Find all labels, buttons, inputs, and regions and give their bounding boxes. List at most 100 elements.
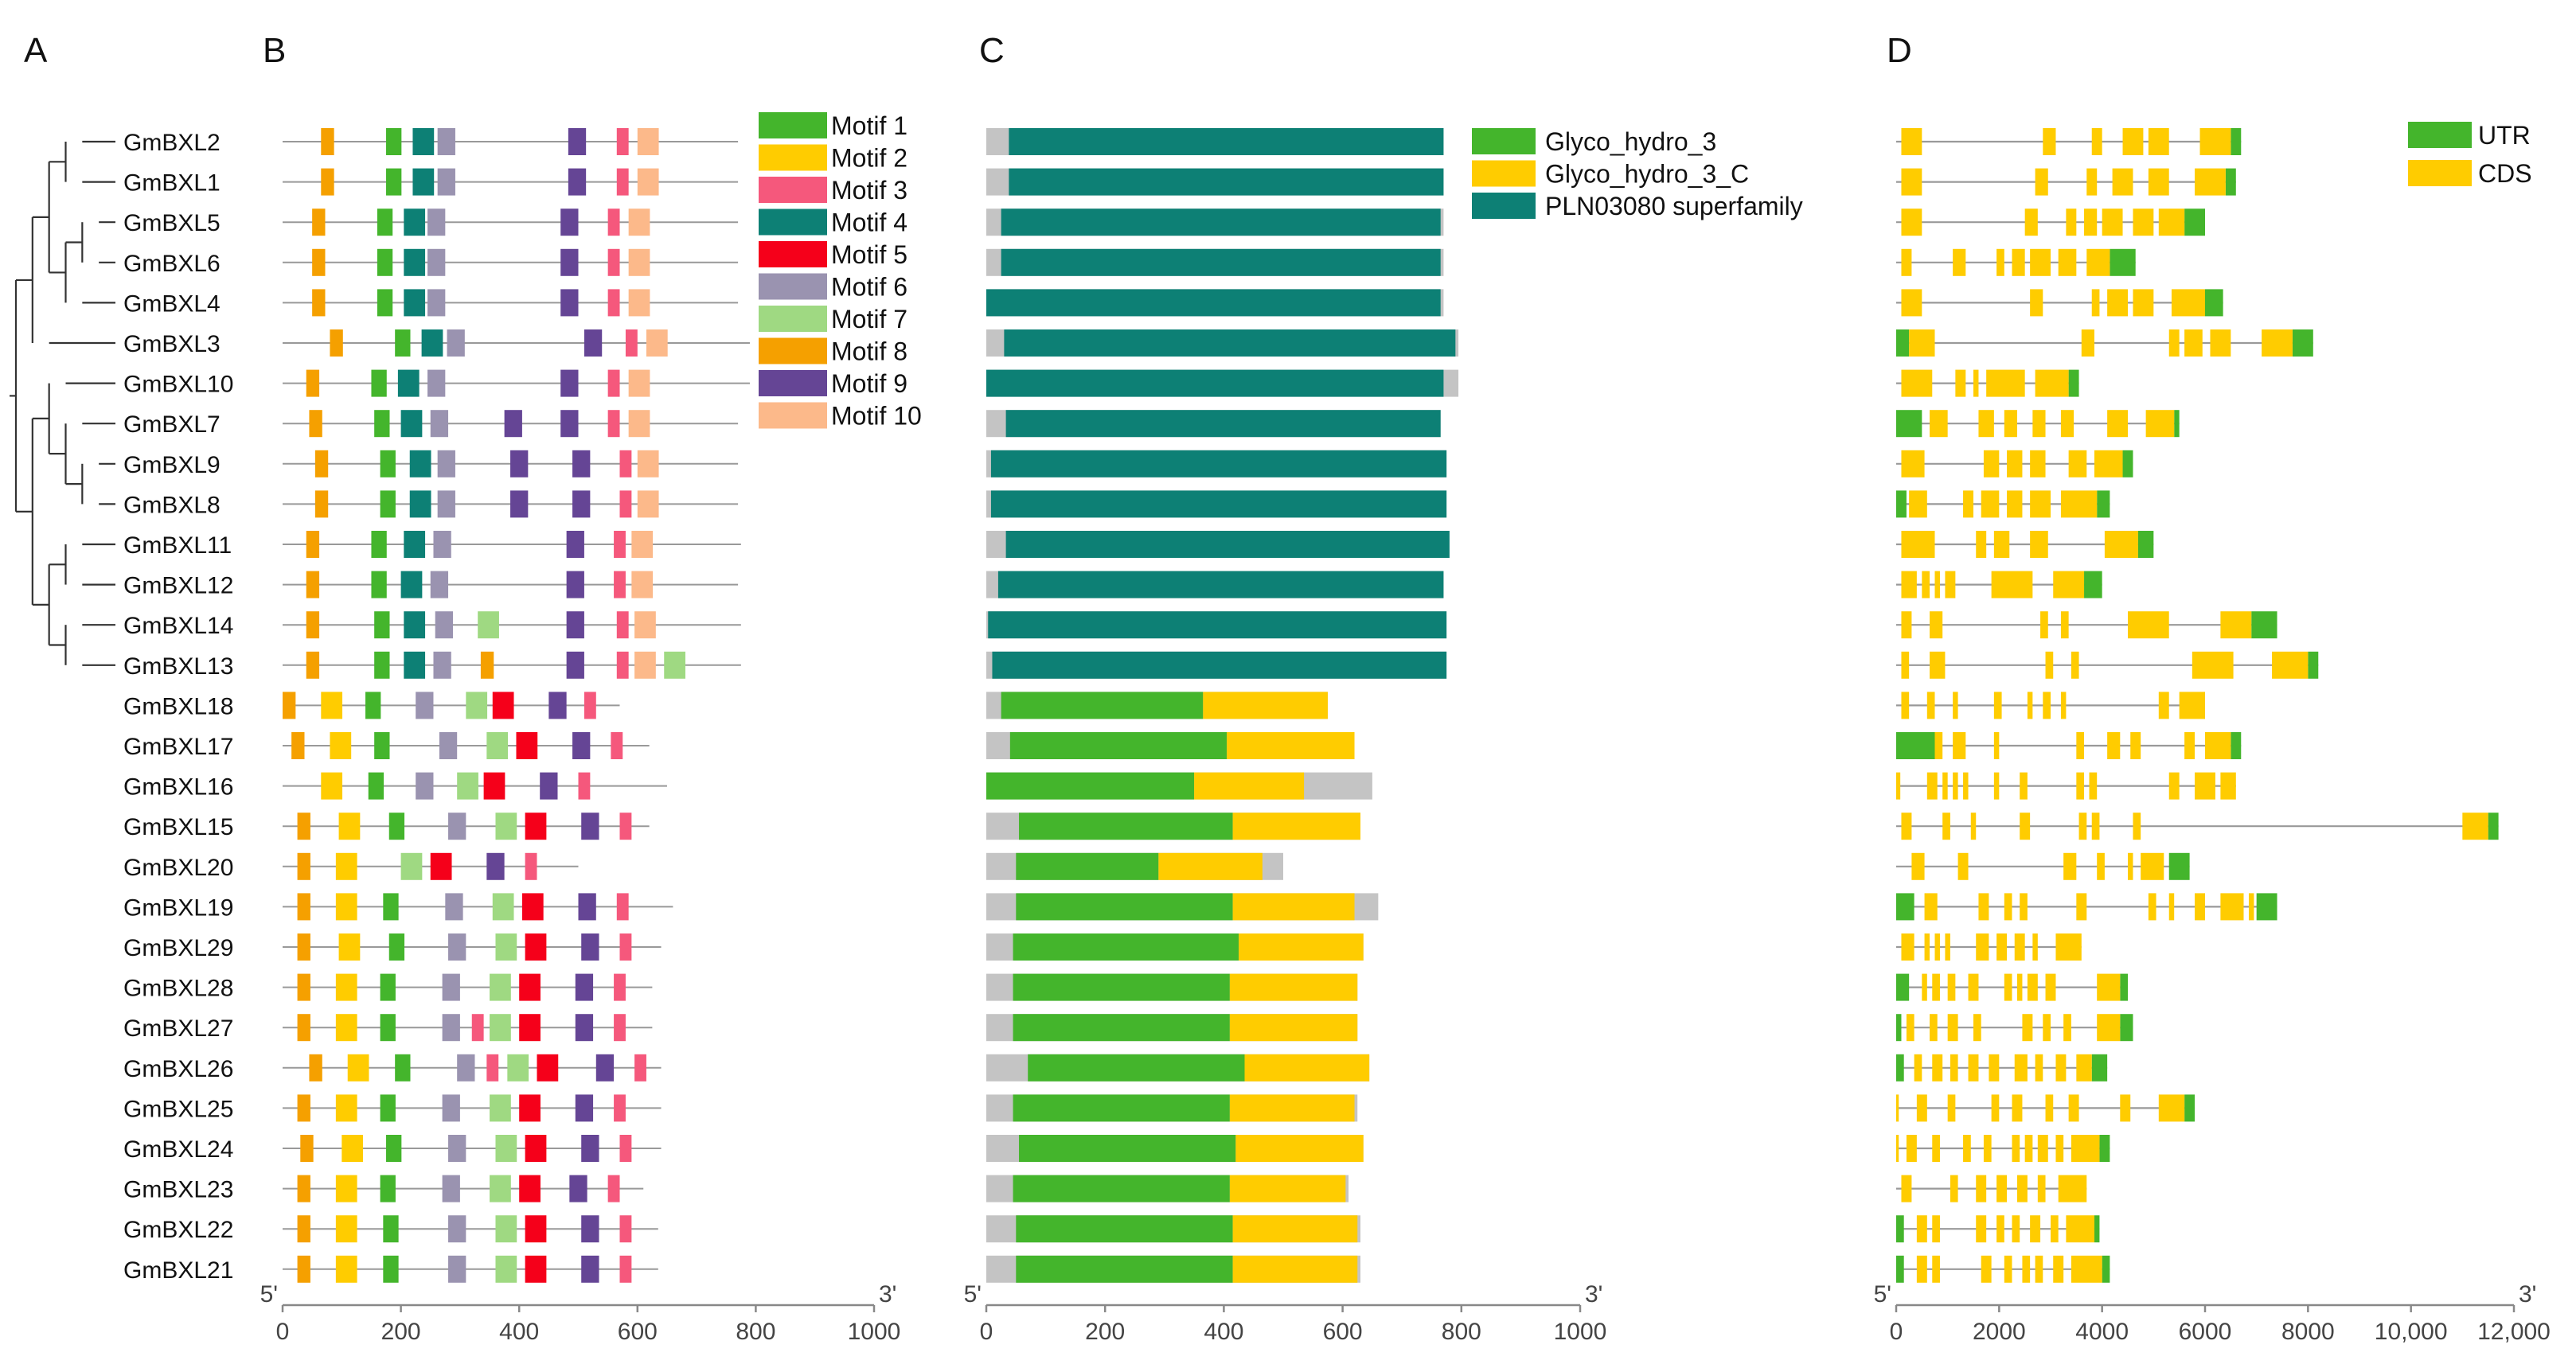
glyco-hydro-3-block <box>1028 1054 1245 1082</box>
motif-9-block <box>540 772 558 800</box>
cds-block <box>2014 1054 2028 1082</box>
motif-8-block <box>321 128 334 155</box>
motif-5-block <box>525 933 547 961</box>
motif-9-block <box>566 571 584 598</box>
cds-block <box>2179 692 2205 719</box>
cds-block <box>2053 571 2085 598</box>
motif-7-block <box>490 1094 511 1122</box>
glyco-hydro-3-block <box>1009 732 1228 759</box>
gene-label: GmBXL15 <box>123 814 233 840</box>
motif-9-block <box>504 410 522 438</box>
motif-10-block <box>628 410 650 438</box>
utr-block <box>2091 1054 2108 1082</box>
gene-label: GmBXL25 <box>123 1096 233 1122</box>
cds-block <box>1901 369 1933 397</box>
motif-9-block <box>569 1175 587 1202</box>
cds-block <box>1901 813 1912 840</box>
motif-6-block <box>433 531 451 558</box>
cds-block <box>2091 813 2100 840</box>
motif-9-block <box>560 289 579 317</box>
cds-block <box>2171 289 2205 317</box>
motif-7-block <box>466 692 488 719</box>
motif-6-block <box>430 571 449 598</box>
motif-7-block <box>490 1014 511 1042</box>
panel-label-c: C <box>979 31 1005 70</box>
cds-block <box>1911 852 1925 880</box>
utr-block <box>2168 852 2190 880</box>
cds-block <box>2051 1215 2059 1243</box>
cds-block <box>1970 813 1977 840</box>
gene-label: GmBXL5 <box>123 210 221 236</box>
gene-label: GmBXL17 <box>123 734 233 760</box>
motif-2-block <box>321 772 343 800</box>
cds-block <box>2068 1094 2079 1122</box>
motif-5-block <box>519 1094 541 1122</box>
motif-legend-swatch <box>759 273 827 300</box>
axis-d-end-label: 3' <box>2519 1281 2536 1308</box>
cds-block <box>2097 973 2121 1001</box>
cds-block <box>1901 289 1922 317</box>
motif-10-block <box>637 450 659 477</box>
motif-6-block <box>448 1215 466 1243</box>
cds-block <box>2063 1014 2071 1042</box>
motif-6-block <box>437 168 455 196</box>
motif-3-block <box>607 369 620 397</box>
cds-block <box>1932 1255 1940 1283</box>
cds-block <box>1947 973 1956 1001</box>
motif-2-block <box>321 692 343 719</box>
cds-block <box>1981 490 2000 518</box>
cds-block <box>2066 209 2077 236</box>
glyco-hydro-3-block <box>1013 933 1239 961</box>
motif-6-block <box>448 933 466 961</box>
motif-6-block <box>448 1255 466 1283</box>
cds-block <box>1976 933 1989 961</box>
pln03080-block <box>1001 248 1441 276</box>
cds-block <box>1976 1215 1987 1243</box>
motif-4-block <box>409 490 431 518</box>
cds-block <box>1993 732 2000 759</box>
cds-block <box>2030 1215 2041 1243</box>
motif-4-block <box>404 531 426 558</box>
motif-9-block <box>510 490 529 518</box>
cds-block <box>1996 1175 2008 1202</box>
motif-1-block <box>365 692 381 719</box>
axis-d-tick-label: 8000 <box>2281 1319 2335 1345</box>
motif-2-block <box>335 1215 357 1243</box>
axis-c-tick-label: 800 <box>1442 1319 1481 1345</box>
glyco-hydro-3-c-block <box>1232 813 1360 840</box>
motif-1-block <box>388 813 405 840</box>
cds-block <box>1914 1054 1922 1082</box>
cds-block <box>2091 289 2100 317</box>
motif-8-block <box>330 329 343 357</box>
cds-block <box>2158 692 2169 719</box>
cds-block <box>2012 1135 2020 1162</box>
motif-3-block <box>619 1215 632 1243</box>
domain-legend-label: Glyco_hydro_3 <box>1545 127 1716 156</box>
motif-legend-label: Motif 4 <box>831 209 907 237</box>
motif-8-block <box>314 490 329 518</box>
cds-block <box>2032 933 2038 961</box>
axis-b-tick-label: 200 <box>381 1319 421 1345</box>
motif-7-block <box>486 732 509 759</box>
utr-block <box>1896 1054 1904 1082</box>
motif-5-block <box>525 1255 547 1283</box>
gene-legend-swatch <box>2408 160 2472 186</box>
cds-block <box>2037 1175 2046 1202</box>
pln03080-block <box>990 450 1447 477</box>
cds-block <box>2022 1014 2033 1042</box>
motif-6-block <box>442 1014 460 1042</box>
motif-8-block <box>309 1054 322 1082</box>
glyco-hydro-3-c-block <box>1203 692 1328 719</box>
cds-block <box>1991 571 2033 598</box>
motif-9-block <box>584 329 603 357</box>
cds-block <box>1901 248 1912 276</box>
motif-9-block <box>575 1014 594 1042</box>
gene-label: GmBXL10 <box>123 372 233 398</box>
cds-block <box>1896 1135 1899 1162</box>
motif-6-block <box>427 209 446 236</box>
motif-3-block <box>607 1175 620 1202</box>
utr-block <box>2308 651 2319 679</box>
motif-2-block <box>335 1014 357 1042</box>
pln03080-block <box>988 611 1447 639</box>
motif-3-block <box>619 933 632 961</box>
